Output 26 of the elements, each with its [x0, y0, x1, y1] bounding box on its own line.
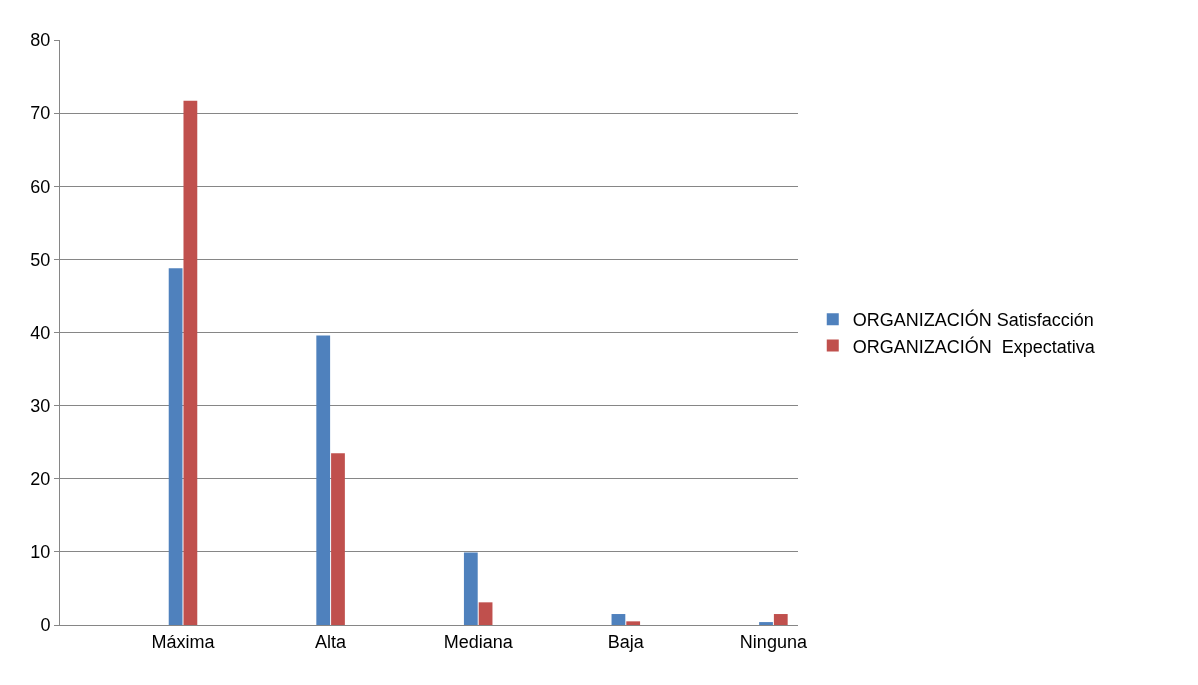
y-tick-label: 40 [30, 322, 51, 343]
bar [316, 335, 331, 625]
y-tick-label: 60 [30, 176, 51, 197]
y-tick-label: 30 [30, 395, 51, 416]
bar [626, 621, 641, 625]
x-tick-label: Ninguna [739, 631, 808, 652]
y-tick-label: 0 [40, 615, 51, 636]
y-tick-label: 80 [30, 30, 51, 51]
bar [773, 614, 788, 625]
x-tick-label: Alta [315, 631, 348, 652]
bar [759, 622, 773, 625]
bar [183, 100, 198, 625]
y-tick-label: 50 [30, 249, 51, 270]
bar [331, 453, 345, 625]
bar [168, 268, 183, 625]
bar [611, 614, 626, 625]
y-tick-label: 10 [30, 542, 51, 563]
x-tick-label: Máxima [151, 631, 216, 652]
y-tick-label: 20 [30, 469, 51, 490]
x-tick-label: Baja [607, 631, 645, 652]
bar [463, 552, 478, 625]
legend-label: ORGANIZACIÓN Expectativa [852, 335, 1096, 357]
legend-label: ORGANIZACIÓN Satisfacción [852, 309, 1094, 331]
x-tick-label: Mediana [443, 631, 514, 652]
y-tick-label: 70 [30, 103, 51, 124]
bar [478, 602, 493, 625]
